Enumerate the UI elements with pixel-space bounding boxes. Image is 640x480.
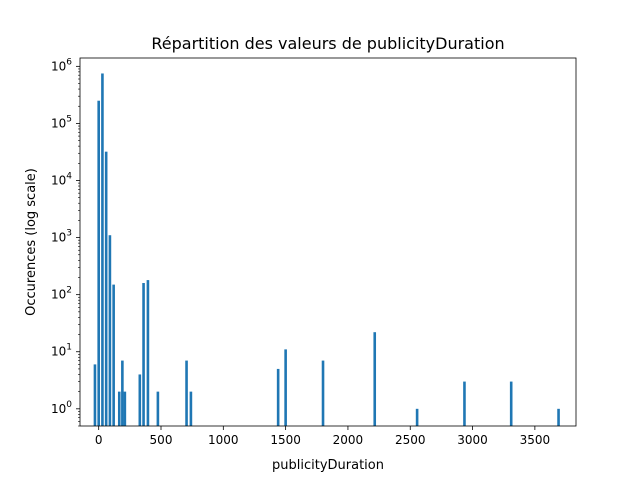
- bar-15: [276, 368, 280, 426]
- bar-4: [108, 235, 112, 426]
- x-tick-label: 3500: [520, 433, 551, 447]
- x-tick-label: 1500: [270, 433, 301, 447]
- bar-17: [321, 360, 325, 426]
- bar-16: [284, 349, 287, 426]
- x-axis-label: publicityDuration: [272, 458, 384, 473]
- x-tick-label: 1000: [208, 433, 239, 447]
- bar-6: [117, 391, 121, 426]
- bar-11: [146, 280, 150, 426]
- y-axis-ticks: 100 101 102 103 104 105 106: [51, 57, 80, 427]
- y-tick-label: 102: [51, 286, 72, 302]
- bars: [93, 73, 560, 427]
- x-tick-label: 500: [150, 433, 173, 447]
- bar-0: [93, 364, 97, 426]
- x-tick-label: 2500: [395, 433, 426, 447]
- bar-12: [156, 391, 160, 426]
- y-tick-label: 104: [51, 171, 72, 187]
- bar-9: [138, 374, 142, 426]
- bar-22: [557, 408, 560, 426]
- bar-8: [123, 391, 127, 426]
- y-tick-label: 103: [51, 229, 72, 245]
- x-tick-label: 2000: [333, 433, 364, 447]
- plot-frame: [79, 57, 577, 427]
- bar-14: [189, 391, 193, 426]
- bar-7: [121, 360, 124, 426]
- chart-title: Répartition des valeurs de publicityDura…: [151, 34, 504, 53]
- bar-19: [415, 408, 419, 426]
- bar-5: [112, 284, 115, 426]
- bar-3: [104, 151, 108, 427]
- y-tick-label: 100: [51, 400, 72, 416]
- y-tick-label: 106: [51, 57, 72, 73]
- bar-13: [185, 360, 188, 426]
- x-tick-label: 0: [95, 433, 103, 447]
- y-axis-label: Occurences (log scale): [24, 168, 39, 316]
- bar-2: [101, 73, 104, 426]
- bar-20: [463, 381, 466, 426]
- bar-10: [142, 283, 145, 426]
- x-tick-label: 3000: [457, 433, 488, 447]
- x-axis-ticks: 0 500 1000 1500 2000 2500 3000 3500: [95, 426, 550, 447]
- bar-21: [509, 381, 513, 426]
- y-tick-label: 105: [51, 114, 72, 130]
- bar-18: [373, 332, 377, 426]
- bar-1: [97, 100, 100, 427]
- y-tick-label: 101: [51, 343, 72, 359]
